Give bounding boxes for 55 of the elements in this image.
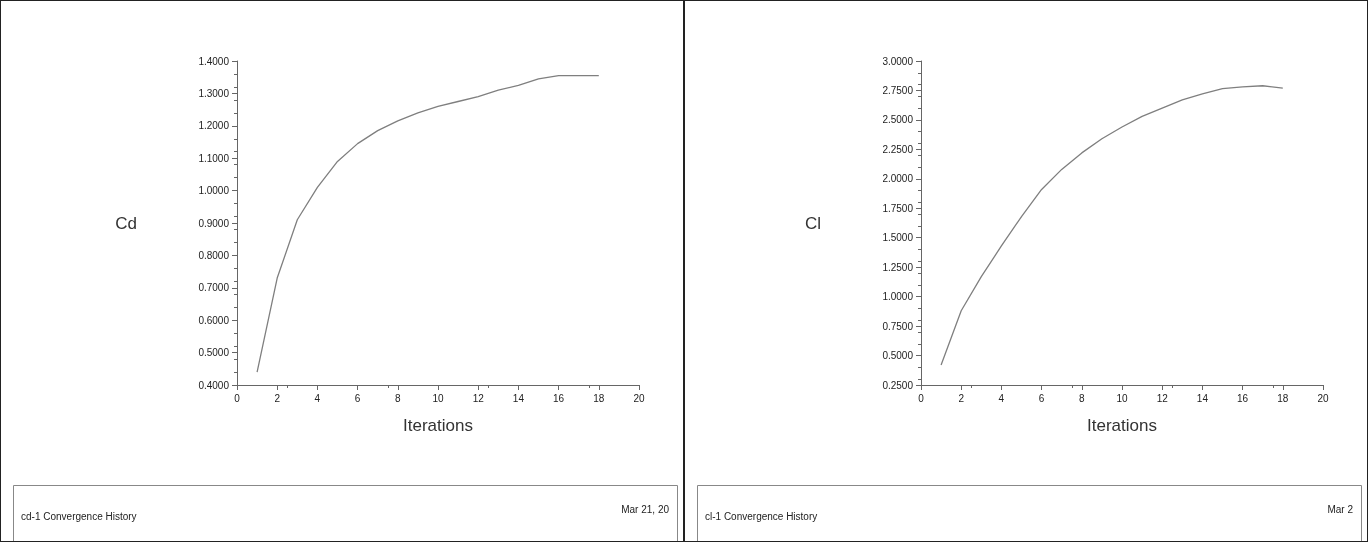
x-tick-label: 18 — [1277, 392, 1289, 404]
y-tick-label: 0.5000 — [198, 347, 230, 359]
x-tick-label: 4 — [314, 392, 321, 404]
x-tick-label: 10 — [432, 392, 444, 404]
x-tick-label: 0 — [918, 392, 925, 404]
x-tick-label: 12 — [1156, 392, 1169, 404]
x-tick-label: 2 — [274, 392, 281, 404]
y-axis-title: Cd — [115, 213, 137, 233]
x-tick-label: 18 — [593, 392, 605, 404]
y-tick-label: 1.7500 — [882, 202, 914, 214]
y-axis-title: Cl — [804, 213, 821, 233]
y-tick-label: 0.7000 — [198, 282, 230, 294]
x-tick-label: 8 — [395, 392, 402, 404]
y-tick-label: 1.1000 — [198, 152, 230, 164]
y-tick-label: 2.2500 — [882, 143, 914, 155]
line-series — [256, 74, 600, 373]
x-tick-label: 16 — [1237, 392, 1249, 404]
x-tick-label: 16 — [553, 392, 565, 404]
y-tick-label: 3.0000 — [882, 55, 914, 67]
y-tick-label: 0.6000 — [198, 314, 230, 326]
x-tick-label: 12 — [472, 392, 485, 404]
x-tick-label: 8 — [1079, 392, 1086, 404]
x-tick-label: 20 — [1317, 392, 1329, 404]
y-tick-label: 0.4000 — [198, 379, 230, 391]
x-tick-label: 20 — [633, 392, 645, 404]
y-tick-label: 1.5000 — [882, 232, 914, 244]
y-tick-label: 1.0000 — [882, 291, 914, 303]
y-tick-label: 1.0000 — [198, 185, 230, 197]
line-series — [940, 85, 1284, 366]
x-tick-label: 4 — [998, 392, 1005, 404]
y-tick-label: 1.2500 — [882, 261, 914, 273]
x-tick-label: 10 — [1116, 392, 1128, 404]
text: cd-1 Convergence History — [21, 510, 137, 522]
y-tick-label: 2.5000 — [882, 114, 914, 126]
x-tick-label: 14 — [1196, 392, 1209, 404]
text: Mar 2 — [1327, 503, 1354, 515]
y-tick-label: 1.4000 — [198, 55, 230, 67]
y-tick-label: 1.3000 — [198, 87, 230, 99]
x-tick-label: 2 — [958, 392, 965, 404]
y-tick-label: 0.9000 — [198, 217, 230, 229]
y-tick-label: 2.0000 — [882, 173, 914, 185]
y-tick-label: 0.7500 — [882, 320, 914, 332]
y-tick-label: 2.7500 — [882, 84, 914, 96]
x-axis-title: Iterations — [1087, 416, 1157, 435]
y-tick-label: 0.2500 — [882, 379, 914, 391]
x-tick-label: 6 — [1038, 392, 1045, 404]
x-tick-label: 0 — [234, 392, 241, 404]
x-tick-label: 14 — [512, 392, 525, 404]
text: cl-1 Convergence History — [705, 510, 818, 522]
x-axis-title: Iterations — [403, 416, 473, 435]
y-tick-label: 0.8000 — [198, 249, 230, 261]
y-tick-label: 1.2000 — [198, 120, 230, 132]
x-tick-label: 6 — [354, 392, 361, 404]
y-tick-label: 0.5000 — [882, 350, 914, 362]
text: Mar 21, 20 — [621, 503, 670, 515]
